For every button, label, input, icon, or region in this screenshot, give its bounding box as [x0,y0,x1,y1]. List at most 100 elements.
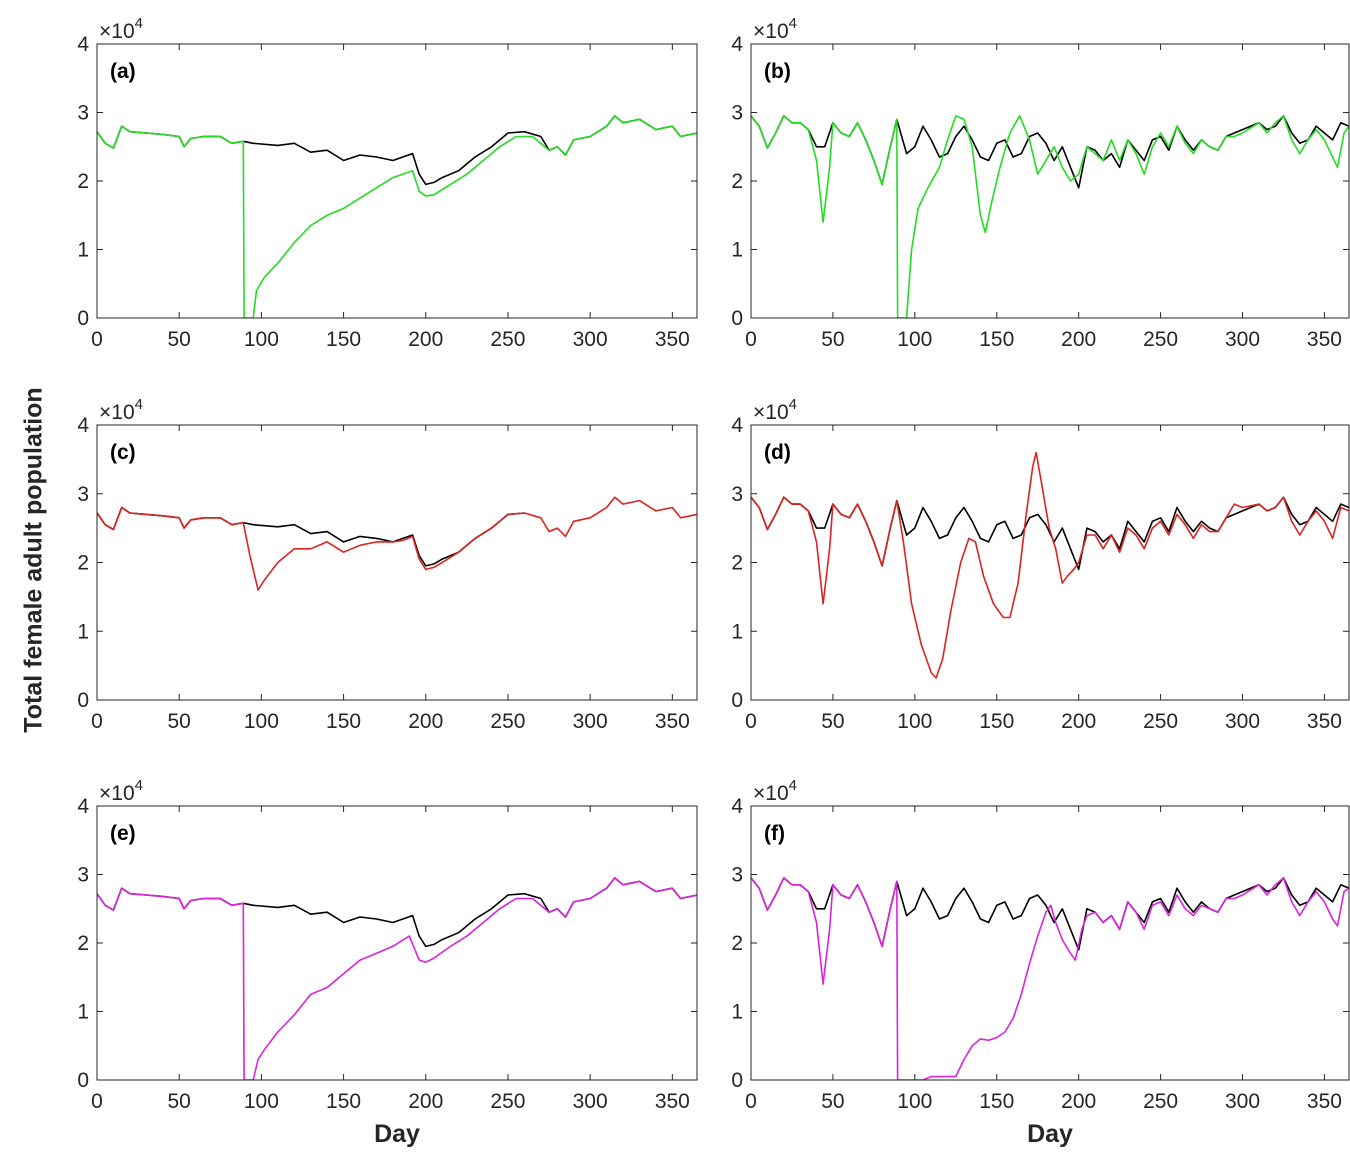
x-tick-label-c-150: 150 [326,710,361,733]
figure-y-axis-label: Total female adult population [19,387,48,733]
x-axis-label-e: Day [374,1120,420,1148]
x-tick-label-e-250: 250 [490,1090,525,1113]
y-exponent-base-e: ×10 [99,782,135,805]
series-line-d-2 [751,451,1349,679]
x-tick-label-d-350: 350 [1307,710,1342,733]
y-exponent-base-f: ×10 [753,782,789,805]
x-tick-label-b-150: 150 [979,328,1014,351]
x-tick-label-b-200: 200 [1061,328,1096,351]
y-exponent-label-f: ×104 [753,777,797,805]
panel-label-e: (e) [110,822,136,845]
x-tick-label-b-300: 300 [1225,328,1260,351]
y-exponent-power-c: 4 [135,396,143,413]
panel-label-f: (f) [764,822,785,845]
x-tick-label-b-100: 100 [897,328,932,351]
x-tick-label-a-100: 100 [244,328,279,351]
y-tick-label-f-4: 4 [731,795,743,818]
series-line-f-2 [751,877,1349,1080]
panel-label-a: (a) [110,60,136,83]
y-tick-label-b-4: 4 [731,33,743,56]
y-tick-label-e-2: 2 [77,932,89,955]
y-exponent-base-b: ×10 [753,20,789,43]
x-tick-label-c-0: 0 [91,710,103,733]
y-tick-label-c-0: 0 [77,689,89,712]
y-exponent-label-a: ×104 [99,15,143,43]
y-tick-label-e-3: 3 [77,864,89,887]
y-exponent-power-d: 4 [789,396,797,413]
y-tick-label-b-0: 0 [731,307,743,330]
y-tick-label-a-2: 2 [77,170,89,193]
y-tick-label-c-4: 4 [77,414,89,437]
x-axis-label-f: Day [1027,1120,1073,1148]
x-tick-label-f-250: 250 [1143,1090,1178,1113]
y-tick-label-e-4: 4 [77,795,89,818]
y-tick-label-a-3: 3 [77,102,89,125]
x-tick-label-c-350: 350 [655,710,690,733]
x-tick-label-e-300: 300 [573,1090,608,1113]
series-line-b-2 [751,115,1349,318]
x-tick-label-a-300: 300 [573,328,608,351]
y-tick-label-d-3: 3 [731,483,743,506]
axes-box-c [96,424,698,701]
x-tick-label-a-0: 0 [91,328,103,351]
x-tick-label-b-350: 350 [1307,328,1342,351]
x-tick-label-a-250: 250 [490,328,525,351]
series-line-c-2 [97,496,697,591]
x-tick-label-d-100: 100 [897,710,932,733]
y-tick-label-d-4: 4 [731,414,743,437]
y-exponent-base-d: ×10 [753,401,789,424]
x-tick-label-d-300: 300 [1225,710,1260,733]
x-tick-label-d-150: 150 [979,710,1014,733]
y-tick-label-c-3: 3 [77,483,89,506]
y-exponent-power-f: 4 [789,777,797,794]
axes-box-a [96,43,698,319]
x-tick-label-f-350: 350 [1307,1090,1342,1113]
y-exponent-label-c: ×104 [99,396,143,424]
series-line-f-1 [751,877,1349,951]
x-tick-label-f-100: 100 [897,1090,932,1113]
x-tick-label-f-200: 200 [1061,1090,1096,1113]
y-tick-label-f-1: 1 [731,1001,743,1024]
panel-label-d: (d) [764,441,791,464]
y-tick-label-b-1: 1 [731,239,743,262]
panel-label-b: (b) [764,60,791,83]
y-tick-label-a-4: 4 [77,33,89,56]
y-tick-label-a-0: 0 [77,307,89,330]
y-exponent-label-d: ×104 [753,396,797,424]
x-tick-label-e-50: 50 [168,1090,191,1113]
x-tick-label-e-100: 100 [244,1090,279,1113]
x-tick-label-e-200: 200 [408,1090,443,1113]
y-tick-label-a-1: 1 [77,239,89,262]
panel-label-c: (c) [110,441,136,464]
x-tick-label-d-0: 0 [745,710,757,733]
y-tick-label-e-1: 1 [77,1001,89,1024]
y-tick-label-c-2: 2 [77,552,89,575]
x-tick-label-a-200: 200 [408,328,443,351]
x-tick-label-c-300: 300 [573,710,608,733]
x-tick-label-c-200: 200 [408,710,443,733]
x-tick-label-a-150: 150 [326,328,361,351]
x-tick-label-c-250: 250 [490,710,525,733]
y-exponent-power-a: 4 [135,15,143,32]
y-exponent-label-b: ×104 [753,15,797,43]
x-tick-label-f-50: 50 [821,1090,844,1113]
x-tick-label-b-50: 50 [821,328,844,351]
y-tick-label-f-0: 0 [731,1069,743,1092]
y-tick-label-b-2: 2 [731,170,743,193]
x-tick-label-f-300: 300 [1225,1090,1260,1113]
x-tick-label-b-250: 250 [1143,328,1178,351]
x-tick-label-f-150: 150 [979,1090,1014,1113]
x-tick-label-a-50: 50 [168,328,191,351]
y-tick-label-d-0: 0 [731,689,743,712]
series-line-b-1 [751,115,1349,189]
x-tick-label-d-250: 250 [1143,710,1178,733]
y-tick-label-d-1: 1 [731,620,743,643]
x-tick-label-d-50: 50 [821,710,844,733]
x-tick-label-a-350: 350 [655,328,690,351]
x-tick-label-d-200: 200 [1061,710,1096,733]
